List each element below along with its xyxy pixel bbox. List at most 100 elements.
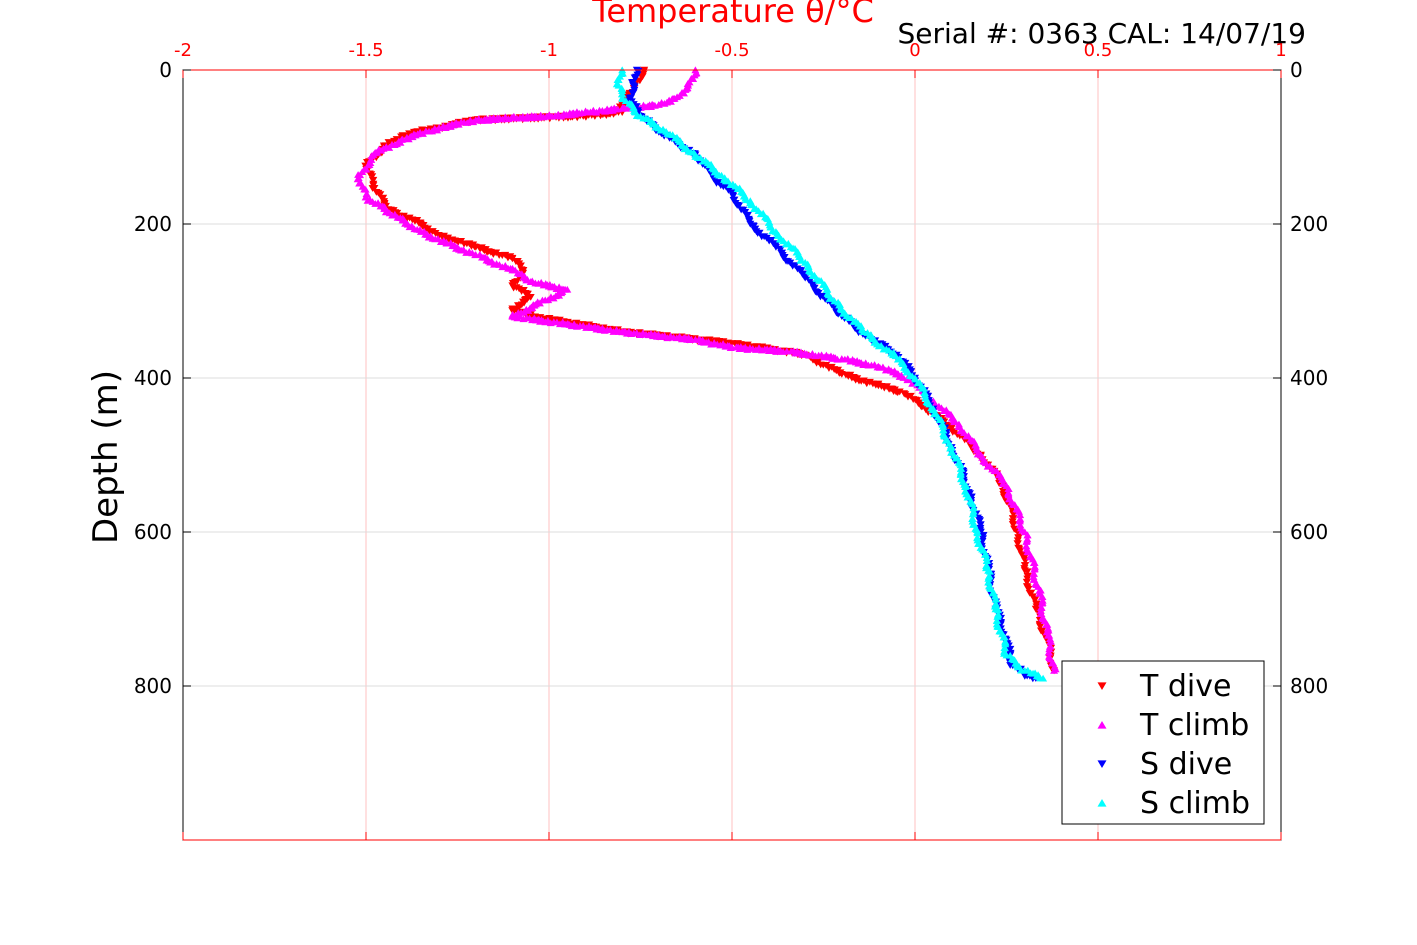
trace-marker <box>956 471 965 478</box>
trace-marker <box>1044 648 1053 656</box>
trace-marker <box>1027 589 1036 597</box>
trace-marker <box>1000 644 1009 652</box>
y-axis-right: 0 200 400 600 800 <box>1273 58 1328 698</box>
trace-marker <box>984 574 993 582</box>
data-point <box>471 243 480 251</box>
trace-marker <box>1045 631 1054 639</box>
chart-title: Temperature θ/°C <box>591 0 874 30</box>
trace-marker <box>774 231 783 239</box>
trace-marker <box>835 301 844 308</box>
trace-marker <box>630 74 639 82</box>
trace-marker <box>1024 585 1033 593</box>
x-tick-label: -0.5 <box>714 40 749 61</box>
trace-marker <box>1001 640 1010 648</box>
trace-marker <box>939 426 948 434</box>
trace-marker <box>628 89 637 97</box>
trace-marker <box>1036 623 1045 631</box>
trace-marker <box>743 211 752 219</box>
trace-marker <box>993 613 1002 620</box>
trace-marker <box>1013 540 1022 548</box>
trace-marker <box>991 595 1000 603</box>
trace-marker <box>961 483 970 491</box>
trace-marker <box>857 322 866 329</box>
legend-label: S dive <box>1140 747 1232 782</box>
legend-marker <box>1097 798 1107 807</box>
y-tick-label-left: 800 <box>134 674 172 698</box>
legend-marker <box>1097 760 1107 769</box>
trace-marker <box>919 384 928 392</box>
legend-box <box>1061 660 1265 825</box>
trace-marker <box>940 432 949 440</box>
trace-marker <box>1030 565 1039 573</box>
trace-marker <box>755 229 764 237</box>
data-point <box>526 293 535 301</box>
legend: T dive T climb S dive S climb <box>1061 660 1265 825</box>
trace-marker <box>982 551 991 558</box>
trace-marker <box>1023 531 1032 539</box>
trace-marker <box>994 623 1003 631</box>
trace-marker <box>632 103 641 111</box>
trace-marker <box>998 475 1007 483</box>
trace-marker <box>956 461 965 469</box>
trace-marker <box>985 567 994 575</box>
series-t-climb <box>353 66 1060 674</box>
trace-marker <box>956 464 965 472</box>
trace-marker <box>735 202 744 210</box>
legend-label: T climb <box>1139 708 1249 743</box>
trace-marker <box>827 294 836 302</box>
data-point <box>771 243 780 251</box>
trace-marker <box>1006 645 1015 653</box>
trace-marker <box>361 185 370 193</box>
trace-marker <box>955 423 964 430</box>
trace-marker <box>630 83 639 91</box>
data-point <box>801 274 810 282</box>
trace-marker <box>729 193 738 200</box>
x-tick-label: -1.5 <box>348 40 383 61</box>
trace-marker <box>368 173 377 181</box>
trace-marker <box>971 441 980 449</box>
x-tick-label: 0 <box>909 40 920 61</box>
y-tick-label-right: 0 <box>1290 58 1303 82</box>
x-tick-label: 0.5 <box>1084 40 1113 61</box>
legend-label: S climb <box>1140 786 1250 821</box>
trace-marker <box>1016 521 1025 529</box>
y-axis-label: Depth (m) <box>86 370 126 544</box>
legend-marker <box>1097 682 1107 691</box>
trace-marker <box>973 529 982 537</box>
trace-marker <box>1000 633 1009 641</box>
trace-marker <box>797 267 806 275</box>
x-tick-label: -1 <box>540 40 558 61</box>
data-point <box>1039 674 1048 682</box>
trace-marker <box>767 223 776 231</box>
trace-marker <box>1030 576 1039 583</box>
trace-marker <box>970 520 979 528</box>
series-t-dive <box>361 66 1059 675</box>
series-s-dive <box>625 66 1040 683</box>
y-tick-label-left: 600 <box>134 520 172 544</box>
trace-marker <box>354 171 363 178</box>
y-tick-label-right: 800 <box>1290 674 1328 698</box>
trace-marker <box>367 152 376 160</box>
trace-marker <box>1009 521 1018 529</box>
trace-marker <box>1030 559 1039 566</box>
trace-marker <box>823 285 832 293</box>
x-tick-label: -2 <box>174 40 192 61</box>
trace-marker <box>1031 596 1040 603</box>
trace-marker <box>982 557 991 564</box>
trace-marker <box>366 155 375 163</box>
y-tick-label-left: 200 <box>134 212 172 236</box>
trace-marker <box>953 454 962 462</box>
trace-marker <box>804 262 813 270</box>
trace-marker <box>776 246 785 253</box>
y-tick-label-right: 600 <box>1290 520 1328 544</box>
y-tick-label-right: 200 <box>1290 212 1328 236</box>
series-s-climb <box>612 66 1048 682</box>
trace-marker <box>751 346 760 353</box>
trace-marker <box>780 254 789 261</box>
trace-marker <box>1022 578 1031 586</box>
trace-marker <box>1045 645 1054 653</box>
trace-marker <box>1037 610 1046 617</box>
trace-marker <box>990 602 999 610</box>
trace-marker <box>618 90 627 98</box>
trace-marker <box>1024 548 1033 556</box>
